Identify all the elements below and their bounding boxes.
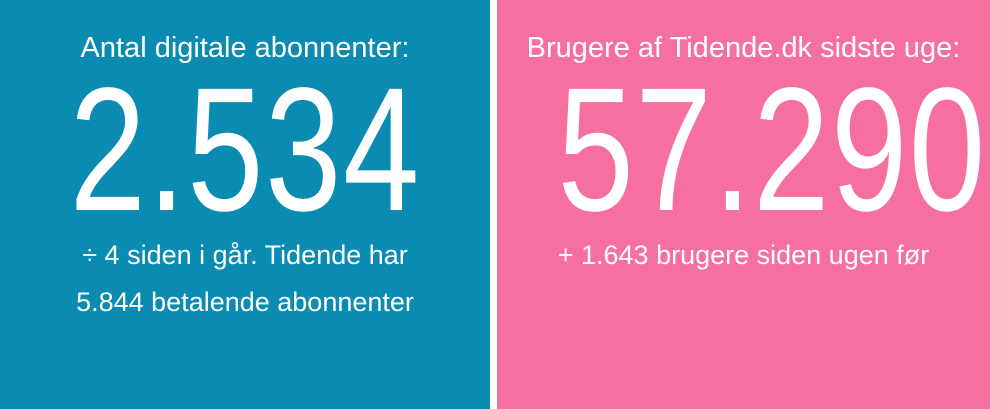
subtitle: + 1.643 brugere siden ugen før: [497, 232, 990, 279]
subtitle-line: 5.844 betalende abonnenter: [76, 287, 414, 317]
panel-title: Brugere af Tidende.dk sidste uge:: [526, 32, 961, 64]
big-number: 2.534: [69, 52, 421, 248]
big-number-row: 57.290: [497, 62, 990, 238]
big-number: 57.290: [557, 52, 987, 248]
big-number-row: 2.534: [0, 62, 490, 238]
panel: Antal digitale abonnenter: 2.534 ÷ 4 sid…: [0, 0, 490, 409]
panel: Brugere af Tidende.dk sidste uge: 57.290…: [497, 0, 990, 409]
subtitle: ÷ 4 siden i går. Tidende har 5.844 betal…: [0, 232, 490, 326]
subtitle-line: + 1.643 brugere siden ugen før: [557, 240, 930, 270]
subtitle-line: ÷ 4 siden i går. Tidende har: [82, 240, 408, 270]
panel-title: Antal digitale abonnenter:: [80, 32, 410, 64]
